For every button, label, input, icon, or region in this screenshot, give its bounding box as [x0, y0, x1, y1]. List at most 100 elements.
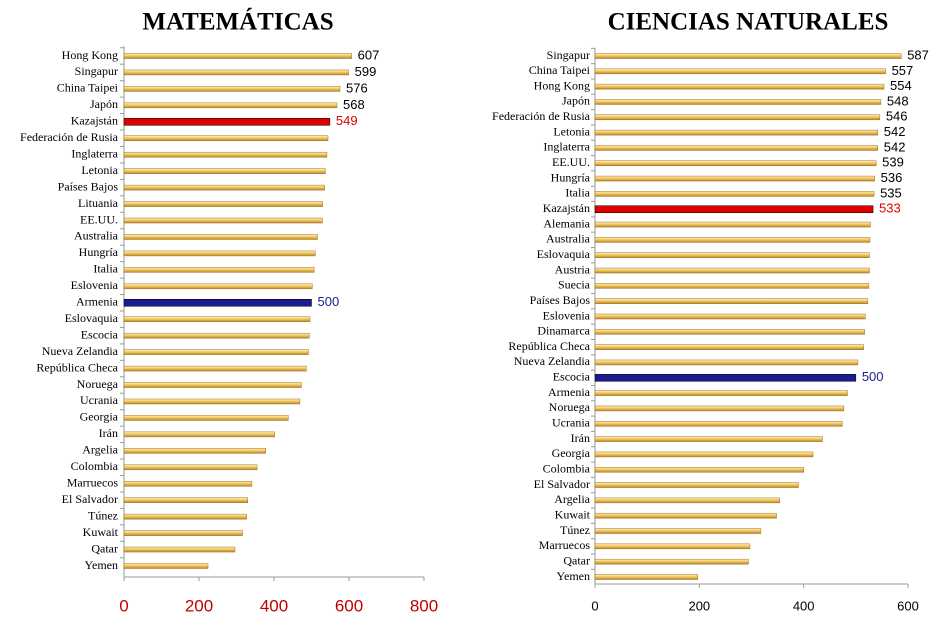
- bar: [123, 118, 331, 126]
- category-label: Letonia: [553, 124, 590, 138]
- bar: [123, 513, 247, 520]
- category-label: Marruecos: [539, 538, 591, 552]
- bar: [594, 267, 870, 274]
- bar: [594, 68, 886, 75]
- value-label: 557: [892, 63, 914, 78]
- category-label: Georgia: [552, 446, 591, 460]
- category-label: Singapur: [75, 64, 118, 78]
- bar: [123, 168, 326, 174]
- bar: [594, 221, 871, 228]
- x-tick-label: 400: [260, 596, 288, 615]
- bar: [594, 482, 799, 488]
- category-label: Irán: [571, 431, 590, 445]
- category-label: Japón: [562, 94, 590, 108]
- bar: [594, 359, 859, 366]
- category-label: Japón: [90, 97, 118, 111]
- category-label: China Taipei: [529, 63, 591, 77]
- category-label: Kazajstán: [71, 114, 118, 128]
- x-tick-label: 800: [410, 596, 438, 615]
- bar: [123, 250, 316, 257]
- value-label: 500: [318, 294, 340, 309]
- value-label: 535: [880, 185, 902, 200]
- bar: [594, 99, 882, 105]
- bar: [123, 283, 313, 290]
- value-label: 587: [907, 47, 929, 62]
- bar: [594, 145, 878, 151]
- category-label: Escocia: [81, 327, 119, 341]
- category-label: El Salvador: [534, 477, 590, 491]
- category-label: Letonia: [81, 163, 118, 177]
- bar: [594, 129, 878, 136]
- category-label: China Taipei: [57, 81, 119, 95]
- value-label: 542: [884, 139, 906, 154]
- value-label: 599: [355, 64, 377, 79]
- category-label: EE.UU.: [80, 212, 118, 226]
- category-label: Nueva Zelandia: [42, 344, 119, 358]
- x-tick-label: 0: [591, 598, 598, 613]
- bar: [594, 329, 865, 335]
- chart-title: CIENCIAS NATURALES: [608, 9, 889, 36]
- category-label: Dinamarca: [537, 324, 590, 338]
- category-label: Lituania: [78, 196, 119, 210]
- category-label: Hong Kong: [62, 48, 118, 62]
- x-tick-label: 600: [335, 596, 363, 615]
- category-label: Países Bajos: [530, 293, 591, 307]
- category-label: Eslovenia: [543, 308, 591, 322]
- bar: [123, 234, 318, 240]
- category-label: Escocia: [553, 370, 591, 384]
- category-label: Noruega: [549, 400, 591, 414]
- bar: [123, 299, 312, 307]
- bar: [594, 374, 857, 382]
- category-label: Argelia: [82, 443, 118, 457]
- category-label: Italia: [565, 186, 590, 200]
- bar: [594, 205, 874, 213]
- bar: [123, 546, 236, 553]
- category-label: Eslovaquia: [65, 311, 119, 325]
- category-label: Georgia: [80, 410, 119, 424]
- category-label: Kazajstán: [543, 201, 590, 215]
- category-label: Túnez: [560, 523, 590, 537]
- bar: [594, 451, 814, 458]
- category-label: Qatar: [563, 553, 590, 567]
- chart-title: MATEMÁTICAS: [142, 8, 333, 36]
- category-label: Hungría: [79, 245, 119, 259]
- bar: [594, 344, 864, 350]
- bar: [123, 480, 253, 487]
- bar: [123, 398, 301, 405]
- category-label: Marruecos: [67, 475, 119, 489]
- value-label: 549: [336, 113, 358, 128]
- bar: [594, 237, 871, 243]
- x-tick-label: 200: [688, 598, 710, 613]
- category-label: Argelia: [554, 492, 590, 506]
- bar: [123, 349, 309, 355]
- bar: [594, 160, 877, 167]
- bar: [123, 530, 243, 536]
- category-label: Austria: [555, 262, 591, 276]
- value-label: 554: [890, 78, 912, 93]
- value-label: 542: [884, 124, 906, 139]
- category-label: Armenia: [548, 385, 591, 399]
- category-label: Ucrania: [80, 393, 119, 407]
- bar: [594, 528, 762, 534]
- bar: [123, 86, 341, 92]
- bar: [123, 332, 310, 339]
- bar: [594, 283, 870, 289]
- category-label: El Salvador: [62, 492, 118, 506]
- bar: [123, 53, 352, 59]
- category-label: Qatar: [91, 541, 118, 555]
- category-label: Hong Kong: [534, 78, 590, 92]
- category-label: EE.UU.: [552, 155, 590, 169]
- bar: [123, 184, 325, 191]
- value-label: 548: [887, 93, 909, 108]
- x-tick-label: 400: [793, 598, 815, 613]
- bar: [123, 464, 258, 471]
- bar: [123, 497, 248, 503]
- category-label: Irán: [99, 426, 118, 440]
- bar: [594, 175, 875, 182]
- category-label: Armenia: [76, 295, 119, 309]
- bar: [594, 512, 777, 519]
- category-label: República Checa: [508, 339, 590, 353]
- category-label: Hungría: [551, 170, 591, 184]
- bar: [594, 252, 870, 258]
